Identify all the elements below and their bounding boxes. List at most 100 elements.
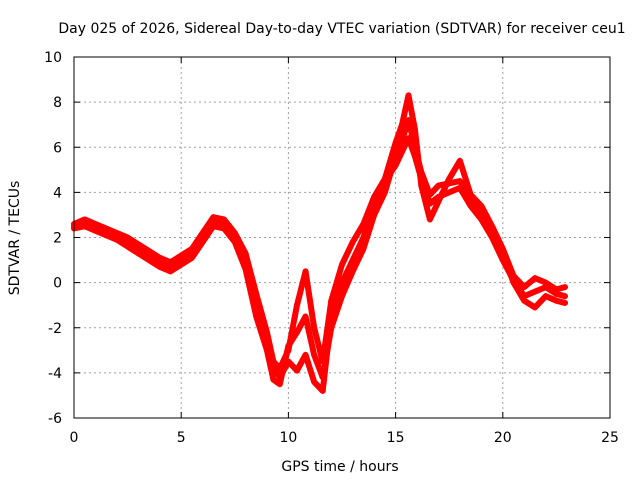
data-point-marker xyxy=(531,304,538,311)
data-point-marker xyxy=(253,313,260,320)
data-point-marker xyxy=(521,297,528,304)
data-point-marker xyxy=(81,223,88,230)
data-point-marker xyxy=(221,216,228,223)
data-point-marker xyxy=(199,239,206,246)
data-point-marker xyxy=(553,297,560,304)
data-point-marker xyxy=(146,257,153,264)
data-point-marker xyxy=(319,374,326,381)
data-point-marker xyxy=(311,351,318,358)
series-layer xyxy=(71,92,568,394)
data-point-marker xyxy=(405,92,412,99)
data-point-marker xyxy=(188,254,195,261)
data-point-marker xyxy=(467,191,474,198)
data-point-marker xyxy=(349,239,356,246)
data-point-marker xyxy=(135,241,142,248)
data-point-marker xyxy=(339,261,345,268)
data-point-marker xyxy=(371,193,378,200)
x-tick-label: 10 xyxy=(279,430,297,446)
y-axis-label: SDTVAR / TECUs xyxy=(7,181,23,296)
x-tick-label: 0 xyxy=(70,430,79,446)
data-point-marker xyxy=(178,252,185,259)
x-tick-label: 5 xyxy=(177,430,186,446)
data-point-marker xyxy=(178,261,185,268)
data-point-marker xyxy=(411,126,418,133)
data-point-marker xyxy=(81,216,88,223)
data-point-marker xyxy=(276,365,283,372)
data-point-marker xyxy=(561,299,568,306)
data-point-marker xyxy=(156,254,163,261)
data-point-marker xyxy=(426,216,433,223)
data-point-marker xyxy=(302,268,309,275)
data-point-marker xyxy=(311,378,318,385)
data-point-marker xyxy=(92,227,99,234)
data-point-marker xyxy=(553,286,560,293)
data-point-marker xyxy=(319,358,326,365)
data-point-marker xyxy=(135,250,142,257)
data-point-marker xyxy=(339,293,345,300)
data-point-marker xyxy=(360,245,367,252)
data-point-marker xyxy=(156,263,163,270)
data-point-marker xyxy=(199,229,206,236)
data-point-marker xyxy=(456,157,463,164)
data-point-marker xyxy=(392,139,399,146)
data-point-marker xyxy=(478,202,485,209)
data-point-marker xyxy=(446,189,453,196)
data-point-marker xyxy=(435,182,442,189)
data-point-marker xyxy=(435,198,442,205)
data-point-marker xyxy=(285,347,292,354)
data-point-marker xyxy=(328,297,335,304)
data-point-marker xyxy=(124,234,131,241)
data-point-marker xyxy=(113,236,120,243)
y-tick-label: 10 xyxy=(44,50,62,66)
data-point-marker xyxy=(499,245,506,252)
data-point-marker xyxy=(456,178,463,185)
data-point-marker xyxy=(221,225,228,232)
data-point-marker xyxy=(418,182,425,189)
series-track-3 xyxy=(71,92,568,372)
x-axis-label: GPS time / hours xyxy=(281,459,398,475)
y-tick-label: -6 xyxy=(48,411,62,427)
data-point-marker xyxy=(561,293,568,300)
data-point-marker xyxy=(113,229,120,236)
y-tick-label: 8 xyxy=(53,95,62,111)
y-tick-label: 4 xyxy=(53,185,62,201)
y-tick-label: -2 xyxy=(48,321,62,337)
data-point-marker xyxy=(210,214,217,221)
data-point-marker xyxy=(188,245,195,252)
data-point-marker xyxy=(510,279,517,286)
data-point-marker xyxy=(339,279,345,286)
data-point-marker xyxy=(270,358,277,365)
data-point-marker xyxy=(542,293,549,300)
data-point-marker xyxy=(210,223,217,230)
data-point-marker xyxy=(319,387,326,394)
data-point-marker xyxy=(276,381,283,388)
data-point-marker xyxy=(349,257,356,264)
data-point-marker xyxy=(302,351,309,358)
data-point-marker xyxy=(531,275,538,282)
data-point-marker xyxy=(381,175,388,182)
data-point-marker xyxy=(446,175,453,182)
y-tick-label: 0 xyxy=(53,276,62,292)
data-point-marker xyxy=(293,302,300,309)
data-point-marker xyxy=(510,272,517,279)
data-point-marker xyxy=(231,229,238,236)
data-point-marker xyxy=(293,367,300,374)
x-tick-label: 15 xyxy=(387,430,405,446)
x-tick-label: 20 xyxy=(494,430,512,446)
data-point-marker xyxy=(521,284,528,291)
data-point-marker xyxy=(103,225,110,232)
data-point-marker xyxy=(371,211,378,218)
data-point-marker xyxy=(92,220,99,227)
data-point-marker xyxy=(561,284,568,291)
data-point-marker xyxy=(263,329,270,336)
y-tick-label: 2 xyxy=(53,231,62,247)
data-point-marker xyxy=(349,268,356,275)
data-point-marker xyxy=(242,250,249,257)
chart-title: Day 025 of 2026, Sidereal Day-to-day VTE… xyxy=(58,21,625,37)
data-point-marker xyxy=(399,121,406,128)
data-point-marker xyxy=(381,189,388,196)
data-point-marker xyxy=(253,290,260,297)
data-point-marker xyxy=(542,279,549,286)
